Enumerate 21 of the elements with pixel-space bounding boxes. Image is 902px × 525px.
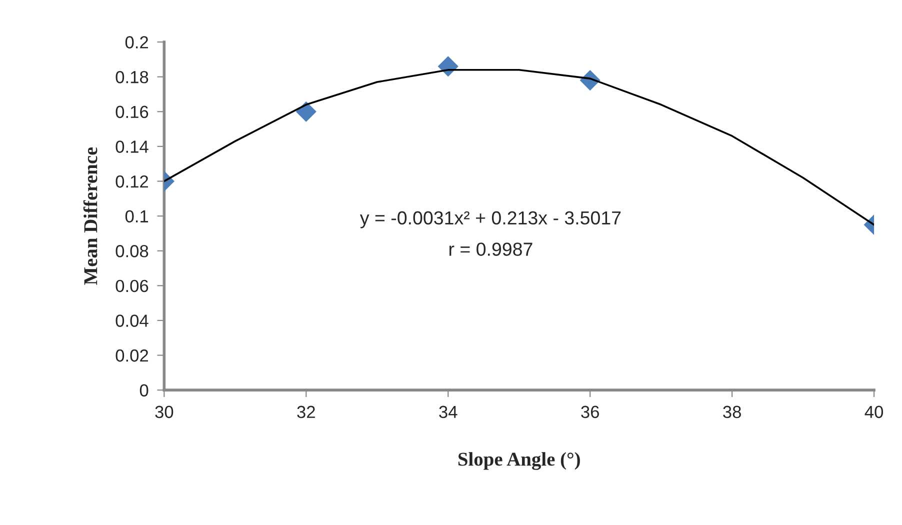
x-tick-label: 34 <box>439 406 458 418</box>
y-tick-label: 0.18 <box>116 70 148 84</box>
y-tick-label: 0.12 <box>116 175 148 188</box>
x-tick-label: 36 <box>581 406 599 418</box>
x-tick-label: 40 <box>864 406 884 418</box>
x-tick-label: 38 <box>723 406 741 418</box>
y-tick-label: 0.06 <box>116 280 148 292</box>
y-tick-label: 0.04 <box>116 314 148 327</box>
y-tick-label: 0.08 <box>116 245 148 258</box>
y-tick-label: 0.16 <box>116 106 148 118</box>
annotation: y = -0.0031x² + 0.213x - 3.5017 <box>360 211 621 228</box>
x-axis-title: Slope Angle (°) <box>458 452 580 470</box>
y-axis-title: Mean Difference <box>83 147 98 285</box>
y-tick-label: 0.02 <box>116 349 148 362</box>
x-tick-label: 32 <box>297 406 315 418</box>
x-tick-label: 30 <box>155 406 174 418</box>
y-tick-label: 0.14 <box>116 140 148 153</box>
y-tick-label: 0 <box>140 384 148 397</box>
y-tick-label: 0.2 <box>125 36 148 48</box>
y-tick-label: 0.1 <box>125 210 148 222</box>
annotation: r = 0.9987 <box>449 242 532 256</box>
